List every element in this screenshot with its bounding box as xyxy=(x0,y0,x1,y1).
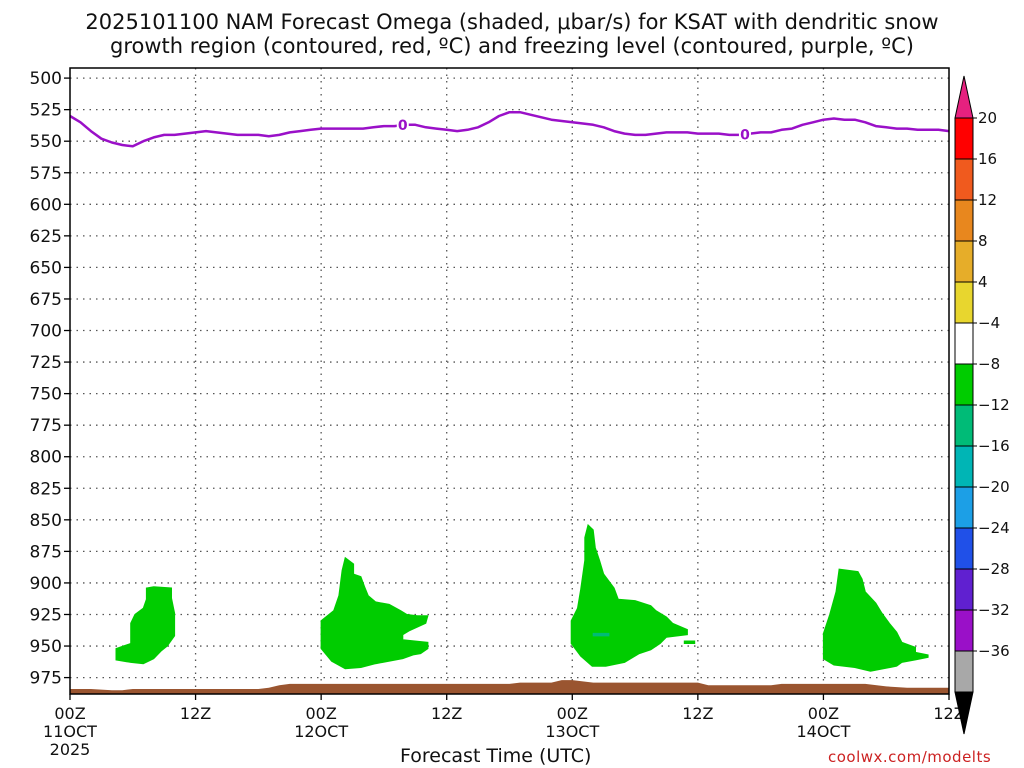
y-tick-label-750: 750 xyxy=(30,385,62,405)
x-tick-label-72: 00Z xyxy=(808,704,839,723)
x-tick-date-24: 12OCT xyxy=(294,722,348,741)
colorbar-label-12: −28 xyxy=(978,560,1010,578)
omega-region-5 xyxy=(822,568,929,672)
colorbar-swatch-4 xyxy=(954,240,974,283)
y-tick-label-825: 825 xyxy=(30,479,62,499)
omega-region-2 xyxy=(320,556,429,670)
colorbar-swatch-13 xyxy=(954,609,974,652)
y-tick-label-975: 975 xyxy=(30,669,62,689)
chart-title-line-1: 2025101100 NAM Forecast Omega (shaded, μ… xyxy=(85,10,939,34)
y-tick-label-650: 650 xyxy=(30,258,62,278)
colorbar-swatch-5 xyxy=(954,281,974,324)
colorbar-swatch-6 xyxy=(954,322,974,365)
colorbar-label-7: −8 xyxy=(978,355,1000,373)
freezing-level-line xyxy=(69,110,950,148)
y-tick-label-925: 925 xyxy=(30,605,62,625)
x-tick-label-0: 00Z xyxy=(54,704,85,723)
x-tick-label-84: 12Z xyxy=(933,704,964,723)
colorbar-swatch-12 xyxy=(954,568,974,611)
terrain-fill xyxy=(70,680,949,694)
freezing-level-layer: 00 xyxy=(69,110,950,148)
freezing-label-bg-2 xyxy=(738,126,751,142)
x-tick-year-0: 2025 xyxy=(50,740,91,759)
y-tick-label-525: 525 xyxy=(30,101,62,121)
y-tick-label-800: 800 xyxy=(30,448,62,468)
y-tick-label-725: 725 xyxy=(30,353,62,373)
y-tick-label-775: 775 xyxy=(30,416,62,436)
colorbar-swatch-7 xyxy=(954,363,974,406)
x-tick-label-60: 12Z xyxy=(682,704,713,723)
x-tick-label-36: 12Z xyxy=(431,704,462,723)
colorbar-label-11: −24 xyxy=(978,519,1010,537)
colorbar-swatch-11 xyxy=(954,527,974,570)
freezing-level-label-1: 0 xyxy=(398,118,408,134)
terrain-layer xyxy=(70,680,949,694)
y-tick-label-675: 675 xyxy=(30,290,62,310)
colorbar-label-8: −12 xyxy=(978,396,1010,414)
colorbar-label-9: −16 xyxy=(978,437,1010,455)
x-tick-date-0: 11OCT xyxy=(43,722,97,741)
colorbar-top-arrow xyxy=(954,75,974,119)
omega-shaded-regions xyxy=(115,523,929,672)
y-tick-label-900: 900 xyxy=(30,574,62,594)
y-tick-label-575: 575 xyxy=(30,164,62,184)
omega-region-3 xyxy=(570,523,688,667)
colorbar-swatch-2 xyxy=(954,158,974,201)
colorbar-swatch-8 xyxy=(954,404,974,447)
plot-frame xyxy=(69,67,950,695)
omega-region-1 xyxy=(115,586,176,665)
colorbar-label-2: 16 xyxy=(978,150,997,168)
y-tick-label-600: 600 xyxy=(30,195,62,215)
y-tick-label-850: 850 xyxy=(30,511,62,531)
colorbar-label-3: 12 xyxy=(978,191,997,209)
colorbar-bottom-arrow xyxy=(954,691,974,735)
colorbar-label-5: 4 xyxy=(978,273,988,291)
colorbar-swatch-14 xyxy=(954,650,974,693)
colorbar-label-6: −4 xyxy=(978,314,1000,332)
freezing-label-bg-1 xyxy=(396,117,409,133)
colorbar-swatch-1 xyxy=(954,117,974,160)
source-credit: coolwx.com/modelts xyxy=(828,748,992,766)
omega-region-6 xyxy=(592,632,610,637)
omega-colorbar: 20 16 12 8 4 −4 −8 −12 −16 −20 −24 −28 −32 −36 xyxy=(954,75,1010,735)
colorbar-swatch-3 xyxy=(954,199,974,242)
omega-region-4 xyxy=(683,640,696,644)
colorbar-label-4: 8 xyxy=(978,232,988,250)
y-tick-label-950: 950 xyxy=(30,637,62,657)
colorbar-label-10: −20 xyxy=(978,478,1010,496)
chart-title-line-2: growth region (contoured, red, ºC) and f… xyxy=(110,34,914,58)
y-tick-label-875: 875 xyxy=(30,542,62,562)
colorbar-swatch-10 xyxy=(954,486,974,529)
colorbar-label-14: −36 xyxy=(978,642,1010,660)
y-tick-label-700: 700 xyxy=(30,322,62,342)
x-tick-label-24: 00Z xyxy=(305,704,336,723)
freezing-level-label-2: 0 xyxy=(740,127,750,143)
colorbar-label-13: −32 xyxy=(978,601,1010,619)
grid-lines xyxy=(70,68,949,694)
x-tick-date-72: 14OCT xyxy=(796,722,850,741)
x-tick-date-48: 13OCT xyxy=(545,722,599,741)
y-tick-label-625: 625 xyxy=(30,227,62,247)
colorbar-swatch-9 xyxy=(954,445,974,488)
y-tick-label-550: 550 xyxy=(30,132,62,152)
y-tick-label-500: 500 xyxy=(30,69,62,89)
y-axis: 500 525 550 575 600 625 650 675 700 725 750 775 800 8… xyxy=(30,69,70,689)
x-tick-label-12: 12Z xyxy=(180,704,211,723)
x-axis-title: Forecast Time (UTC) xyxy=(400,745,592,767)
x-tick-label-48: 00Z xyxy=(557,704,588,723)
colorbar-label-1: 20 xyxy=(978,109,997,127)
